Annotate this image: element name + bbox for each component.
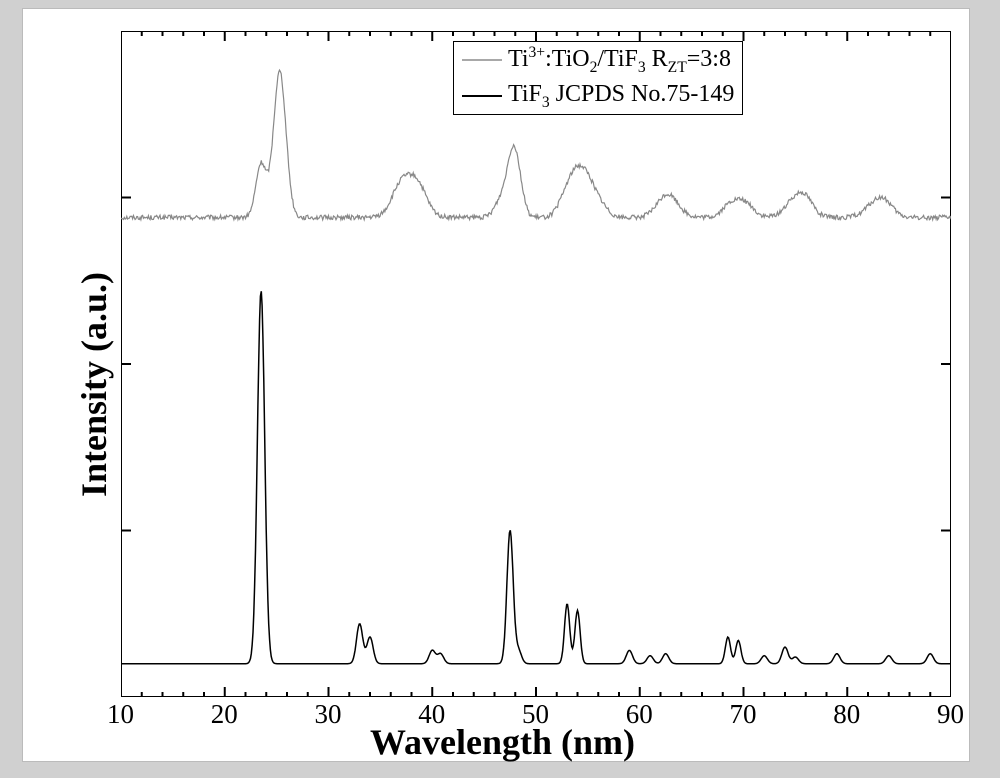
legend-item: Ti3+:TiO2/TiF3 RZT=3:8 <box>454 42 742 79</box>
legend-label: Ti3+:TiO2/TiF3 RZT=3:8 <box>508 44 731 77</box>
plot-area: Ti3+:TiO2/TiF3 RZT=3:8 TiF3 JCPDS No.75-1… <box>121 31 951 697</box>
x-tick-70: 70 <box>730 699 757 730</box>
plot-svg <box>121 31 951 697</box>
page-root: Ti3+:TiO2/TiF3 RZT=3:8 TiF3 JCPDS No.75-1… <box>0 0 1000 778</box>
x-tick-60: 60 <box>626 699 653 730</box>
x-tick-40: 40 <box>418 699 445 730</box>
x-tick-80: 80 <box>833 699 860 730</box>
legend-item: TiF3 JCPDS No.75-149 <box>454 79 742 114</box>
x-axis-label: Wavelength (nm) <box>370 721 635 763</box>
x-tick-50: 50 <box>522 699 549 730</box>
x-tick-10: 10 <box>107 699 134 730</box>
legend-swatch <box>462 95 502 97</box>
x-tick-20: 20 <box>211 699 238 730</box>
legend-swatch <box>462 59 502 61</box>
series-ref-TiF3-JCPDS-75-149 <box>121 291 951 663</box>
y-axis-label: Intensity (a.u.) <box>73 272 115 497</box>
legend-label: TiF3 JCPDS No.75-149 <box>508 81 734 112</box>
x-tick-30: 30 <box>315 699 342 730</box>
legend-box: Ti3+:TiO2/TiF3 RZT=3:8 TiF3 JCPDS No.75-1… <box>453 41 743 115</box>
x-tick-90: 90 <box>937 699 964 730</box>
xrd-figure: Ti3+:TiO2/TiF3 RZT=3:8 TiF3 JCPDS No.75-1… <box>22 8 970 762</box>
